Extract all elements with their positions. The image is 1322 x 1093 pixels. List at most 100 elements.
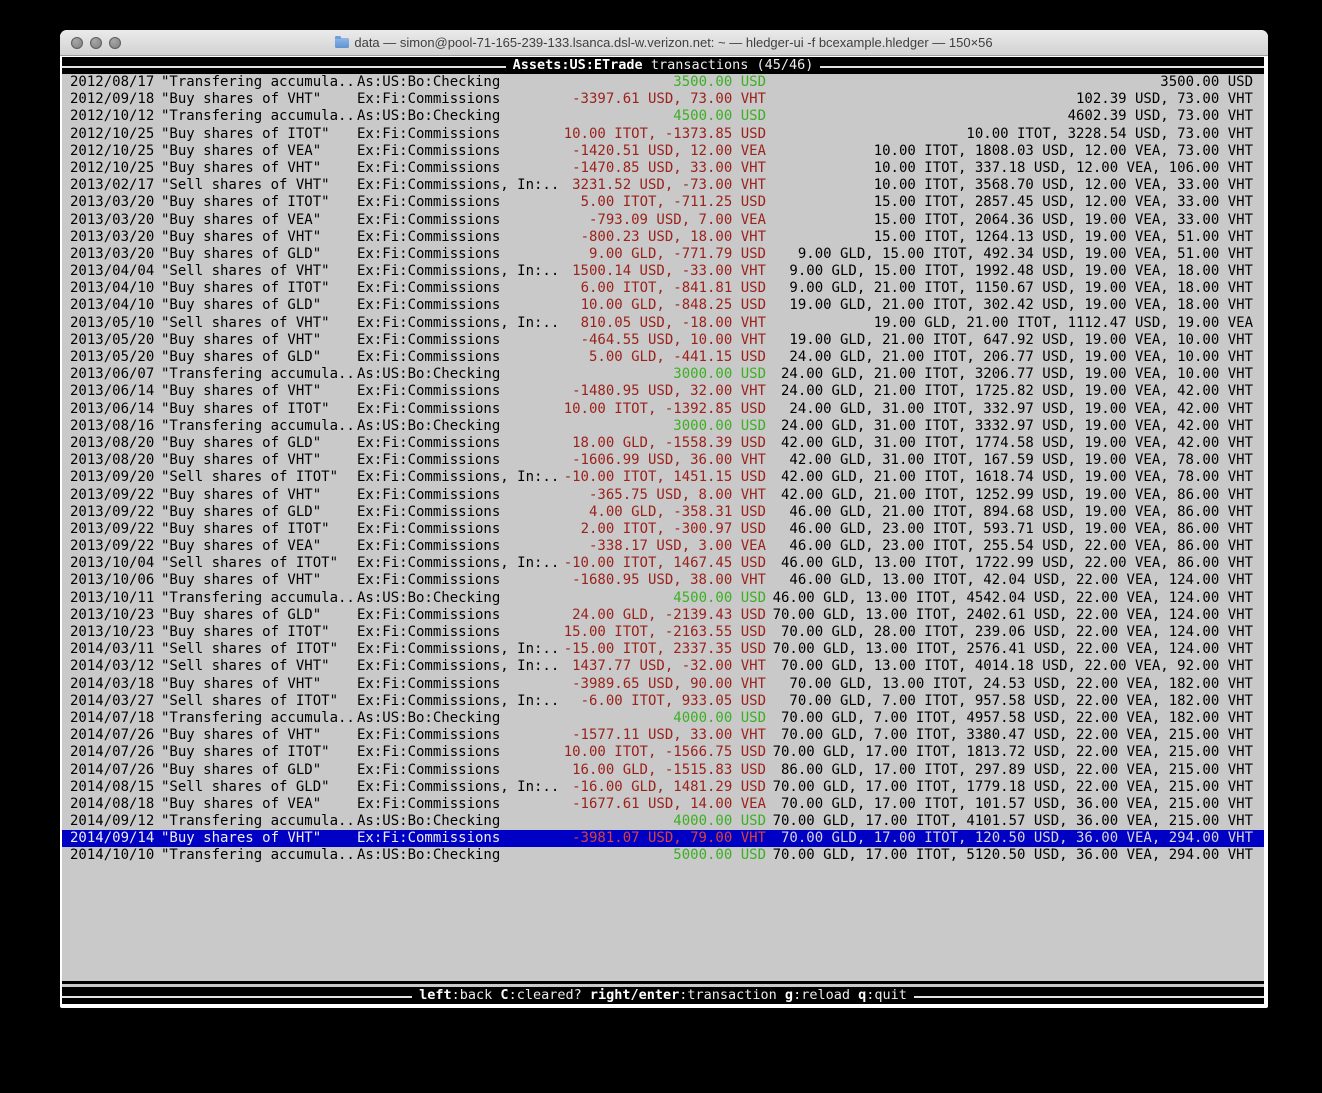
transaction-row[interactable]: 2013/09/22 "Buy shares of ITOT" Ex:Fi:Co… (62, 521, 1264, 538)
transaction-row[interactable]: 2013/04/04 "Sell shares of VHT" Ex:Fi:Co… (62, 263, 1264, 280)
txn-date: 2014/07/26 (70, 727, 155, 744)
header-rule-left (62, 65, 506, 68)
txn-account: Ex:Fi:Commissions, In:.. (357, 555, 560, 572)
empty-area (62, 865, 1264, 981)
close-button[interactable] (71, 36, 83, 49)
txn-description: "Buy shares of GLD" (161, 606, 322, 623)
transaction-row[interactable]: 2014/07/26 "Buy shares of ITOT" Ex:Fi:Co… (62, 744, 1264, 761)
transaction-row[interactable]: 2013/06/14 "Buy shares of ITOT" Ex:Fi:Co… (62, 401, 1264, 418)
txn-change: 2.00 ITOT, -300.97 USD (580, 520, 766, 537)
txn-balance: 42.00 GLD, 31.00 ITOT, 167.59 USD, 19.00… (789, 452, 1253, 469)
transaction-row[interactable]: 2013/10/04 "Sell shares of ITOT" Ex:Fi:C… (62, 555, 1264, 572)
transaction-row[interactable]: 2014/03/12 "Sell shares of VHT" Ex:Fi:Co… (62, 658, 1264, 675)
terminal[interactable]: Assets:US:ETrade transactions (45/46) 20… (60, 56, 1268, 1007)
txn-balance: 10.00 ITOT, 3228.54 USD, 73.00 VHT (966, 125, 1253, 142)
txn-date: 2014/07/18 (70, 709, 155, 726)
transaction-row[interactable]: 2013/10/06 "Buy shares of VHT" Ex:Fi:Com… (62, 572, 1264, 589)
txn-description: "Sell shares of ITOT" (161, 641, 339, 658)
transaction-row[interactable]: 2014/08/18 "Buy shares of VEA" Ex:Fi:Com… (62, 796, 1264, 813)
zoom-button[interactable] (109, 36, 121, 49)
transaction-row[interactable]: 2012/09/18 "Buy shares of VHT" Ex:Fi:Com… (62, 91, 1264, 108)
txn-change: 810.05 USD, -18.00 VHT (580, 314, 766, 331)
scrollbar-track[interactable] (1264, 57, 1268, 1004)
txn-balance: 70.00 GLD, 17.00 ITOT, 1813.72 USD, 22.0… (772, 744, 1253, 761)
transaction-row[interactable]: 2013/03/20 "Buy shares of GLD" Ex:Fi:Com… (62, 246, 1264, 263)
txn-balance: 46.00 GLD, 13.00 ITOT, 4542.04 USD, 22.0… (772, 589, 1253, 606)
txn-change: 16.00 GLD, -1515.83 USD (572, 761, 766, 778)
transaction-row[interactable]: 2014/08/15 "Sell shares of GLD" Ex:Fi:Co… (62, 779, 1264, 796)
txn-balance: 70.00 GLD, 7.00 ITOT, 3380.47 USD, 22.00… (780, 727, 1253, 744)
transaction-row[interactable]: 2013/09/22 "Buy shares of VEA" Ex:Fi:Com… (62, 538, 1264, 555)
txn-account: Ex:Fi:Commissions (357, 744, 501, 761)
transaction-row[interactable]: 2013/03/20 "Buy shares of ITOT" Ex:Fi:Co… (62, 194, 1264, 211)
txn-description: "Transfering accumula.. (161, 366, 355, 383)
txn-account: Ex:Fi:Commissions (357, 761, 501, 778)
txn-description: "Buy shares of VHT" (161, 675, 322, 692)
transaction-row[interactable]: 2014/07/26 "Buy shares of VHT" Ex:Fi:Com… (62, 727, 1264, 744)
transaction-row[interactable]: 2013/10/23 "Buy shares of ITOT" Ex:Fi:Co… (62, 624, 1264, 641)
txn-date: 2012/10/25 (70, 142, 155, 159)
transaction-row[interactable]: 2013/03/20 "Buy shares of VEA" Ex:Fi:Com… (62, 212, 1264, 229)
transaction-row[interactable]: 2013/08/20 "Buy shares of VHT" Ex:Fi:Com… (62, 452, 1264, 469)
transaction-row[interactable]: 2014/07/18 "Transfering accumula.. As:US… (62, 710, 1264, 727)
transaction-row[interactable]: 2013/08/20 "Buy shares of GLD" Ex:Fi:Com… (62, 435, 1264, 452)
txn-date: 2014/10/10 (70, 847, 155, 864)
transaction-row[interactable]: 2014/09/12 "Transfering accumula.. As:US… (62, 813, 1264, 830)
transaction-row[interactable]: 2013/02/17 "Sell shares of VHT" Ex:Fi:Co… (62, 177, 1264, 194)
txn-date: 2012/10/25 (70, 125, 155, 142)
transaction-row[interactable]: 2012/08/17 "Transfering accumula.. As:US… (62, 74, 1264, 91)
transaction-row[interactable]: 2012/10/25 "Buy shares of ITOT" Ex:Fi:Co… (62, 126, 1264, 143)
txn-account: Ex:Fi:Commissions (357, 606, 501, 623)
transaction-row[interactable]: 2013/04/10 "Buy shares of ITOT" Ex:Fi:Co… (62, 280, 1264, 297)
txn-account: Ex:Fi:Commissions, In:.. (357, 658, 560, 675)
txn-date: 2014/08/15 (70, 778, 155, 795)
txn-account: As:US:Bo:Checking (357, 366, 501, 383)
txn-date: 2013/06/07 (70, 366, 155, 383)
transaction-row[interactable]: 2013/03/20 "Buy shares of VHT" Ex:Fi:Com… (62, 229, 1264, 246)
transaction-row[interactable]: 2013/08/16 "Transfering accumula.. As:US… (62, 418, 1264, 435)
txn-balance: 70.00 GLD, 17.00 ITOT, 120.50 USD, 36.00… (780, 830, 1253, 847)
txn-balance: 24.00 GLD, 31.00 ITOT, 3332.97 USD, 19.0… (780, 417, 1253, 434)
minimize-button[interactable] (90, 36, 102, 49)
txn-date: 2013/03/20 (70, 194, 155, 211)
txn-change: -10.00 ITOT, 1451.15 USD (563, 469, 766, 486)
txn-date: 2013/05/20 (70, 349, 155, 365)
transaction-row[interactable]: 2014/09/14 "Buy shares of VHT" Ex:Fi:Com… (62, 830, 1264, 848)
transaction-row[interactable]: 2013/06/14 "Buy shares of VHT" Ex:Fi:Com… (62, 383, 1264, 400)
txn-description: "Buy shares of VHT" (161, 159, 322, 176)
transaction-row[interactable]: 2013/10/11 "Transfering accumula.. As:US… (62, 590, 1264, 607)
footer-rule-left (62, 995, 413, 998)
transaction-row[interactable]: 2012/10/25 "Buy shares of VEA" Ex:Fi:Com… (62, 143, 1264, 160)
transaction-row[interactable]: 2013/05/20 "Buy shares of VHT" Ex:Fi:Com… (62, 332, 1264, 349)
transaction-row[interactable]: 2013/06/07 "Transfering accumula.. As:US… (62, 366, 1264, 383)
transaction-row[interactable]: 2013/09/22 "Buy shares of GLD" Ex:Fi:Com… (62, 504, 1264, 521)
txn-description: "Buy shares of ITOT" (161, 624, 330, 640)
txn-change: -15.00 ITOT, 2337.35 USD (563, 641, 766, 658)
txn-balance: 46.00 GLD, 13.00 ITOT, 42.04 USD, 22.00 … (789, 572, 1253, 589)
txn-balance: 70.00 GLD, 13.00 ITOT, 24.53 USD, 22.00 … (789, 675, 1253, 692)
txn-change: 24.00 GLD, -2139.43 USD (572, 606, 766, 623)
transaction-row[interactable]: 2014/03/18 "Buy shares of VHT" Ex:Fi:Com… (62, 676, 1264, 693)
txn-date: 2014/09/14 (70, 830, 155, 847)
transaction-row[interactable]: 2013/10/23 "Buy shares of GLD" Ex:Fi:Com… (62, 607, 1264, 624)
transaction-row[interactable]: 2013/04/10 "Buy shares of GLD" Ex:Fi:Com… (62, 297, 1264, 314)
transaction-row[interactable]: 2014/07/26 "Buy shares of GLD" Ex:Fi:Com… (62, 762, 1264, 779)
transaction-row[interactable]: 2013/05/10 "Sell shares of VHT" Ex:Fi:Co… (62, 315, 1264, 332)
txn-account: Ex:Fi:Commissions (357, 520, 501, 537)
txn-change: -464.55 USD, 10.00 VHT (580, 331, 766, 348)
transaction-row[interactable]: 2014/03/11 "Sell shares of ITOT" Ex:Fi:C… (62, 641, 1264, 658)
transaction-row[interactable]: 2014/10/10 "Transfering accumula.. As:US… (62, 847, 1264, 864)
txn-account: Ex:Fi:Commissions, In:.. (357, 692, 560, 709)
txn-date: 2013/09/22 (70, 538, 155, 555)
transaction-row[interactable]: 2013/09/20 "Sell shares of ITOT" Ex:Fi:C… (62, 469, 1264, 486)
txn-change: 10.00 ITOT, -1392.85 USD (563, 400, 766, 417)
transaction-row[interactable]: 2013/05/20 "Buy shares of GLD" Ex:Fi:Com… (62, 349, 1264, 366)
txn-description: "Buy shares of GLD" (161, 349, 322, 365)
txn-account: Ex:Fi:Commissions (357, 727, 501, 744)
transaction-row[interactable]: 2012/10/12 "Transfering accumula.. As:US… (62, 108, 1264, 125)
transaction-row[interactable]: 2012/10/25 "Buy shares of VHT" Ex:Fi:Com… (62, 160, 1264, 177)
txn-balance: 70.00 GLD, 13.00 ITOT, 2576.41 USD, 22.0… (772, 641, 1253, 658)
transaction-row[interactable]: 2014/03/27 "Sell shares of ITOT" Ex:Fi:C… (62, 693, 1264, 710)
txn-balance: 46.00 GLD, 13.00 ITOT, 1722.99 USD, 22.0… (780, 555, 1253, 572)
transaction-row[interactable]: 2013/09/22 "Buy shares of VHT" Ex:Fi:Com… (62, 487, 1264, 504)
